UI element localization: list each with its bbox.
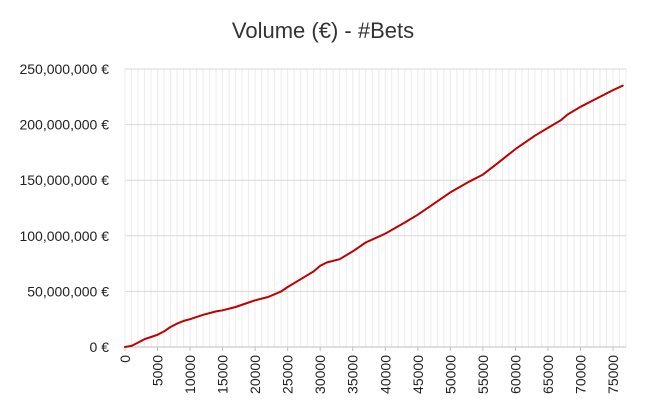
series-layer	[124, 84, 624, 348]
x-tick-label: 75000	[605, 355, 621, 394]
x-axis-tick-labels: 0 5000 10000 15000 20000 25000 30000 35000 40000…	[117, 355, 621, 394]
x-tick-label: 5000	[150, 355, 166, 386]
x-tick-label: 0	[117, 355, 133, 363]
y-tick-label: 50,000,000 €	[27, 283, 109, 299]
x-tick-label: 10000	[182, 355, 198, 394]
y-tick-label: 200,000,000 €	[19, 117, 109, 133]
x-tick-label: 50000	[442, 355, 458, 394]
minor-gridlines	[124, 69, 627, 347]
x-tick-label: 55000	[475, 355, 491, 394]
x-tick-label: 70000	[572, 355, 588, 394]
x-tick-label: 20000	[247, 355, 263, 394]
x-tick-label: 60000	[507, 355, 523, 394]
x-tick-label: 35000	[345, 355, 361, 394]
x-tick-label: 45000	[410, 355, 426, 394]
x-tick-label: 65000	[540, 355, 556, 394]
y-tick-label: 100,000,000 €	[19, 228, 109, 244]
y-tick-label: 150,000,000 €	[19, 172, 109, 188]
y-tick-label: 0 €	[90, 339, 110, 355]
x-tick-label: 25000	[280, 355, 296, 394]
axes	[124, 346, 626, 351]
major-gridlines	[125, 68, 626, 292]
series-line	[124, 84, 624, 348]
y-tick-label: 250,000,000 €	[19, 61, 109, 77]
x-tick-label: 15000	[215, 355, 231, 394]
x-tick-label: 30000	[312, 355, 328, 394]
chart-title: Volume (€) - #Bets	[232, 18, 414, 43]
x-tick-label: 40000	[377, 355, 393, 394]
y-axis-tick-labels: 0 € 50,000,000 € 100,000,000 € 150,000,000 …	[19, 61, 109, 355]
